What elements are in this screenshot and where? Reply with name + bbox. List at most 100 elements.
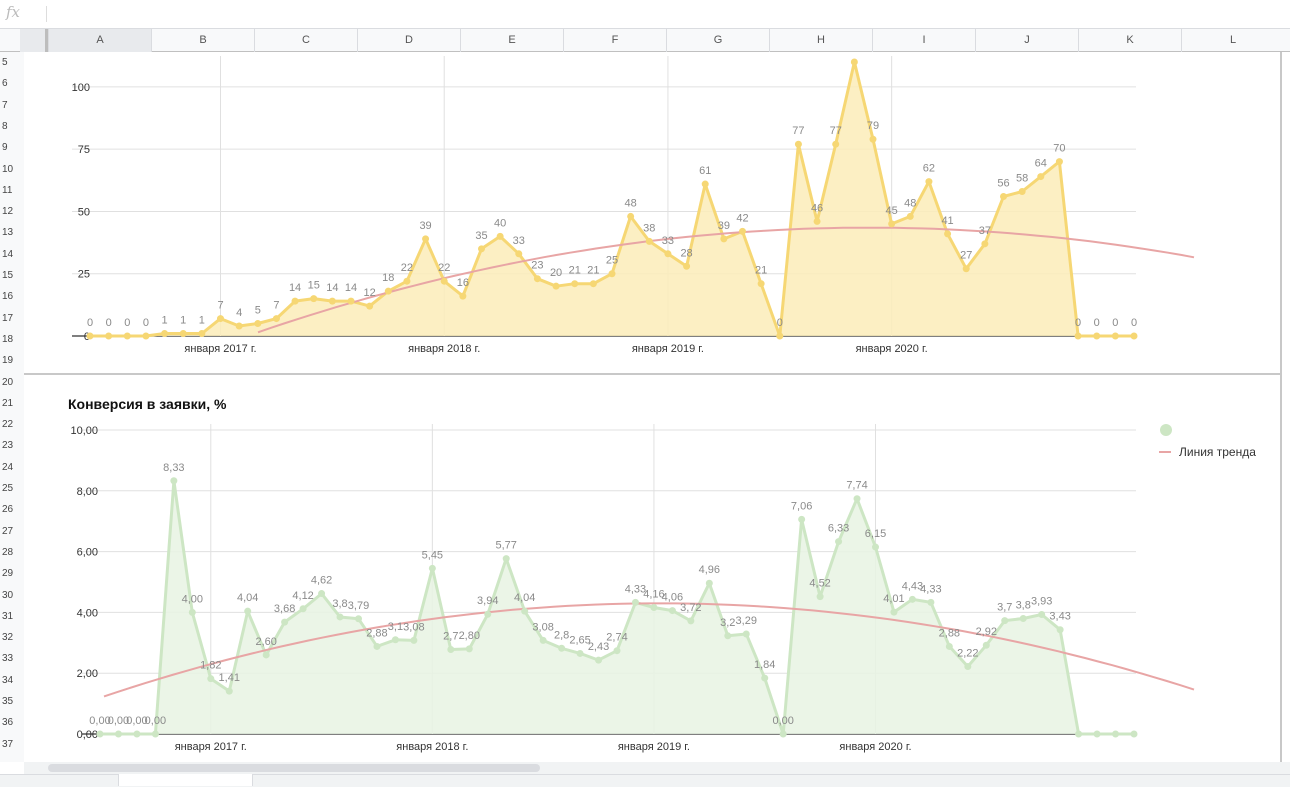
data-point[interactable] [355,615,362,623]
data-point[interactable] [1130,730,1138,738]
data-point[interactable] [668,607,676,615]
data-point[interactable] [299,605,307,613]
horizontal-scrollbar-thumb[interactable] [48,764,540,772]
data-point[interactable] [310,295,318,303]
data-point[interactable] [1056,626,1064,634]
data-point[interactable] [533,275,541,283]
column-header-h[interactable]: H [769,29,872,52]
data-point[interactable] [962,265,970,273]
row-header-8[interactable]: 8 [2,120,8,132]
sheet-tab[interactable] [118,774,253,786]
column-header-c[interactable]: C [254,29,357,52]
row-header-11[interactable]: 11 [2,184,13,196]
data-point[interactable] [318,590,326,598]
data-point[interactable] [403,277,411,285]
data-point[interactable] [869,135,877,143]
row-header-5[interactable]: 5 [2,57,8,68]
data-point[interactable] [114,730,122,738]
row-header-21[interactable]: 21 [2,397,14,409]
row-header-15[interactable]: 15 [2,270,14,281]
row-header-25[interactable]: 25 [2,483,14,494]
data-point[interactable] [927,598,935,606]
data-point[interactable] [981,240,989,248]
data-point[interactable] [465,645,473,653]
data-point[interactable] [631,598,639,606]
data-point[interactable] [478,245,485,253]
data-point[interactable] [613,647,621,655]
row-header-29[interactable]: 29 [2,568,14,580]
data-point[interactable] [589,280,597,288]
data-point[interactable] [347,297,355,305]
data-point[interactable] [1055,158,1063,166]
data-point[interactable] [683,262,691,270]
data-point[interactable] [133,730,141,738]
row-header-9[interactable]: 9 [2,142,8,154]
row-header-10[interactable]: 10 [2,163,14,175]
data-point[interactable] [1001,617,1009,625]
column-header-e[interactable]: E [460,29,563,52]
row-header-26[interactable]: 26 [2,504,14,516]
data-point[interactable] [336,613,344,621]
row-header-14[interactable]: 14 [2,248,14,260]
data-point[interactable] [906,212,914,220]
data-point[interactable] [86,332,94,340]
data-point[interactable] [1074,332,1082,340]
data-point[interactable] [207,675,215,683]
data-point[interactable] [281,618,289,626]
data-point[interactable] [1000,193,1007,201]
data-point[interactable] [161,330,169,338]
data-point[interactable] [235,322,243,330]
data-point[interactable] [1093,332,1101,340]
data-point[interactable] [742,630,750,638]
row-header-12[interactable]: 12 [2,206,14,218]
data-point[interactable] [410,636,418,644]
data-point[interactable] [779,730,787,738]
data-point[interactable] [151,730,159,738]
data-point[interactable] [944,230,952,238]
data-point[interactable] [521,607,529,615]
row-header-27[interactable]: 27 [2,525,14,537]
row-header-35[interactable]: 35 [2,696,14,707]
data-point[interactable] [502,555,510,563]
data-point[interactable] [96,730,104,738]
row-header-20[interactable]: 20 [2,376,14,388]
data-point[interactable] [798,515,806,523]
legend-series-marker[interactable] [1160,424,1172,436]
data-point[interactable] [391,636,399,644]
column-header-f[interactable]: F [563,29,666,52]
row-header-7[interactable]: 7 [2,99,8,111]
data-point[interactable] [558,644,566,652]
data-point[interactable] [244,607,252,615]
data-point[interactable] [552,282,560,290]
data-point[interactable] [925,178,933,186]
column-header-l[interactable]: L [1181,29,1284,52]
data-point[interactable] [496,232,504,240]
data-point[interactable] [440,277,448,285]
sheet-grid[interactable]: 0255075100января 2017 г.января 2018 г.ян… [24,52,1290,762]
data-point[interactable] [850,58,858,66]
data-point[interactable] [608,270,616,278]
data-point[interactable] [1038,611,1046,619]
data-point[interactable] [384,287,392,295]
data-point[interactable] [813,217,821,225]
data-point[interactable] [701,180,709,188]
data-point[interactable] [1112,730,1120,738]
data-point[interactable] [1075,730,1083,738]
data-point[interactable] [272,315,280,323]
data-point[interactable] [1093,730,1101,738]
data-point[interactable] [366,302,374,310]
data-point[interactable] [1130,332,1138,340]
data-point[interactable] [188,608,196,616]
data-point[interactable] [1037,173,1045,181]
column-header-k[interactable]: K [1078,29,1181,52]
column-header-d[interactable]: D [357,29,460,52]
data-point[interactable] [515,250,523,258]
data-point[interactable] [664,250,672,258]
data-point[interactable] [373,642,381,650]
column-header-a[interactable]: A [48,29,151,52]
data-point[interactable] [484,610,492,618]
data-point[interactable] [687,617,695,625]
data-point[interactable] [1018,188,1026,196]
row-header-37[interactable]: 37 [2,738,14,750]
row-header-19[interactable]: 19 [2,355,14,367]
